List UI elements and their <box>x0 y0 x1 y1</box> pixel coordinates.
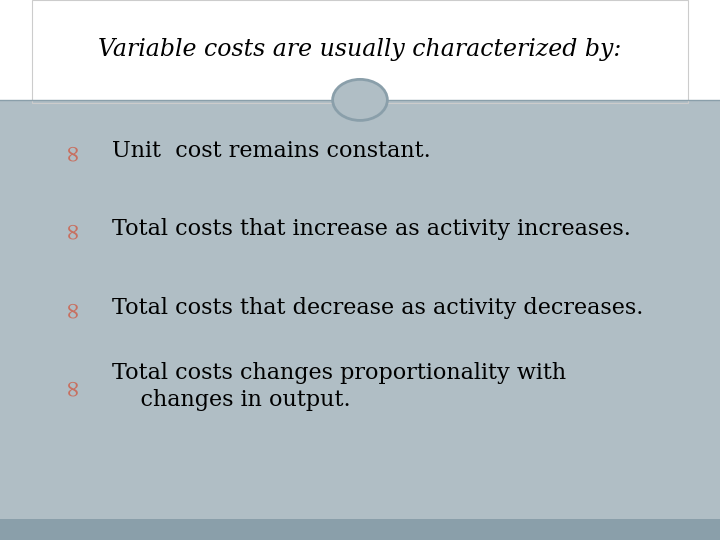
Text: Unit  cost remains constant.: Unit cost remains constant. <box>112 140 431 162</box>
Text: ∞: ∞ <box>60 298 84 318</box>
Text: ∞: ∞ <box>60 220 84 239</box>
Text: Variable costs are usually characterized by:: Variable costs are usually characterized… <box>99 38 621 62</box>
FancyBboxPatch shape <box>0 519 720 540</box>
Circle shape <box>333 79 387 120</box>
Text: Total costs changes proportionality with
    changes in output.: Total costs changes proportionality with… <box>112 362 566 410</box>
Text: ∞: ∞ <box>60 141 84 161</box>
Text: Total costs that increase as activity increases.: Total costs that increase as activity in… <box>112 219 631 240</box>
FancyBboxPatch shape <box>0 0 720 100</box>
Text: Total costs that decrease as activity decreases.: Total costs that decrease as activity de… <box>112 297 643 319</box>
Text: ∞: ∞ <box>60 376 84 396</box>
FancyBboxPatch shape <box>0 100 720 519</box>
